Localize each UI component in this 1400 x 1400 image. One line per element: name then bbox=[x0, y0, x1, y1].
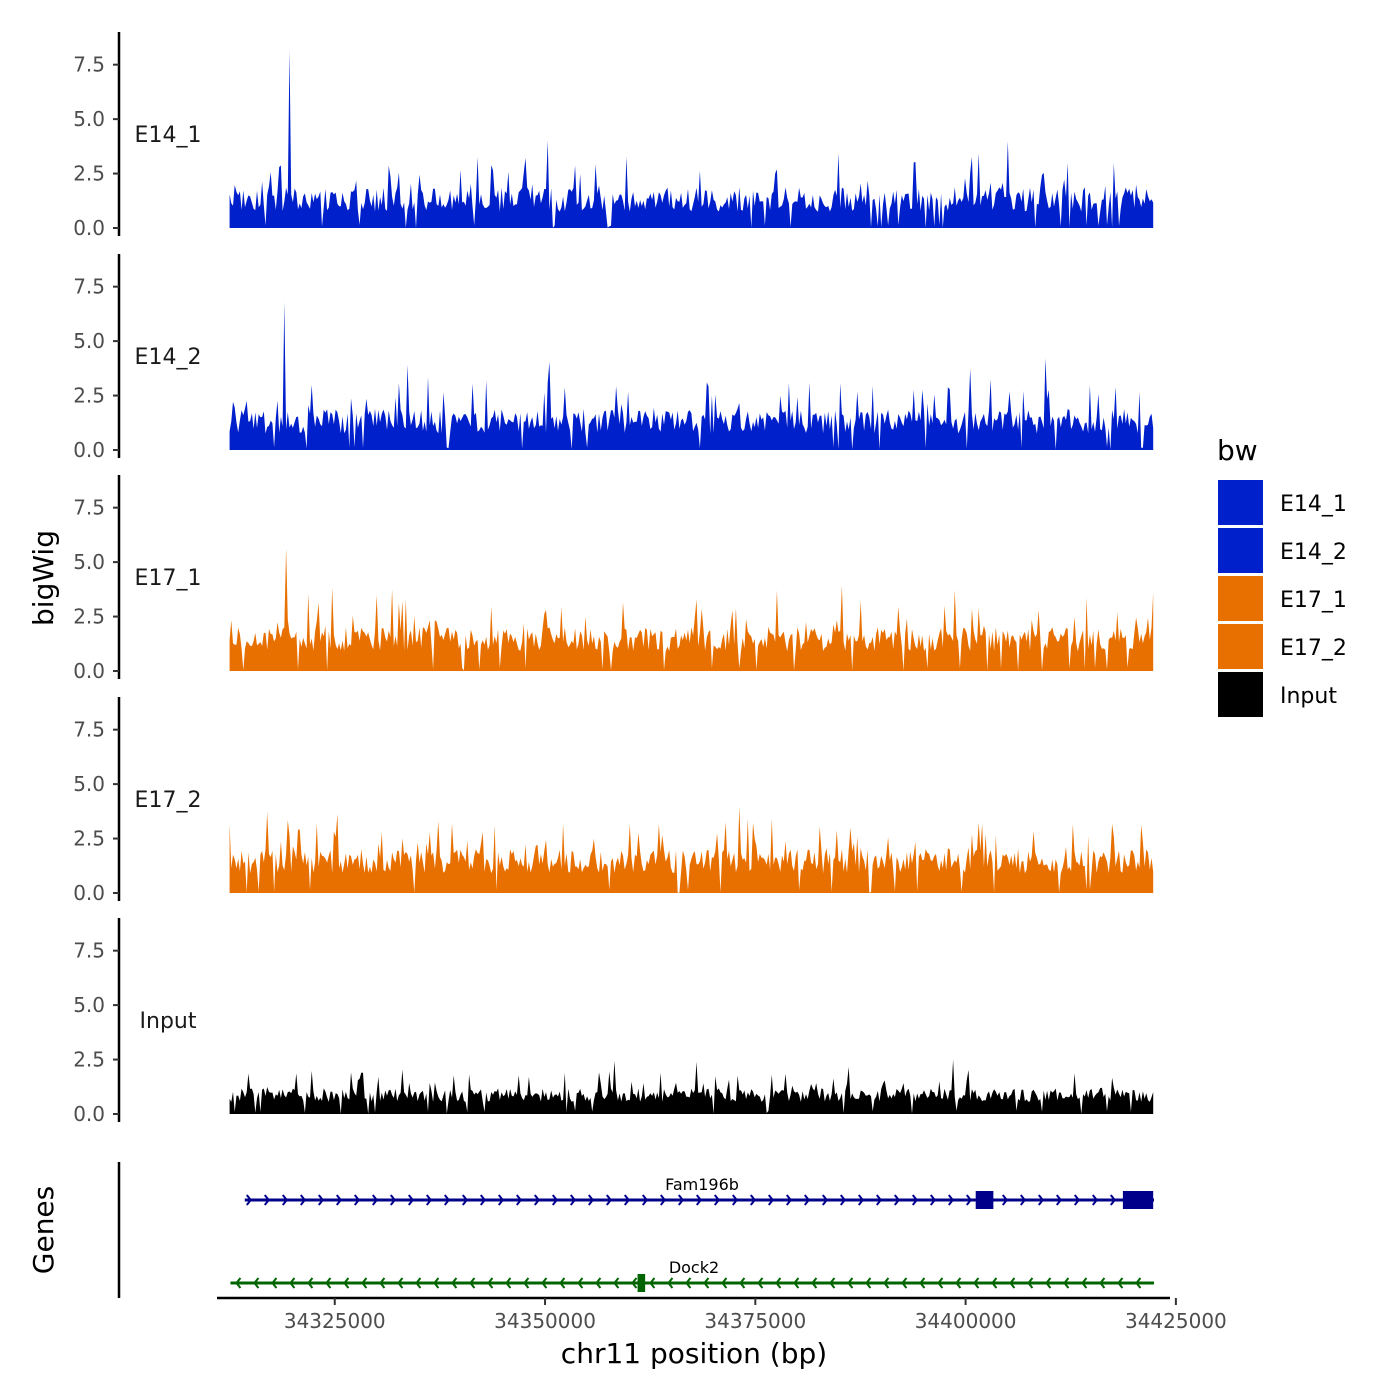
legend-label-e14-1: E14_1 bbox=[1280, 492, 1347, 517]
coverage-area-e14-2 bbox=[229, 302, 1154, 450]
legend-label-e17-2: E17_2 bbox=[1280, 636, 1347, 661]
y-tick-label: 0.0 bbox=[73, 659, 105, 683]
gene-label-dock2: Dock2 bbox=[669, 1258, 719, 1277]
track-input: 0.0 2.5 5.0 7.5 Input bbox=[73, 918, 1154, 1126]
x-tick-label: 34375000 bbox=[704, 1309, 806, 1333]
track-label-e17-2: E17_2 bbox=[135, 788, 202, 813]
y-tick-label: 2.5 bbox=[73, 162, 105, 186]
y-axis-title: bigWig bbox=[27, 530, 60, 626]
legend-label-input: Input bbox=[1280, 684, 1337, 709]
strand-chevrons bbox=[235, 1277, 1142, 1289]
exon-block bbox=[975, 1191, 994, 1209]
track-e14-1: 0.0 2.5 5.0 7.5 E14_1 bbox=[73, 32, 1154, 240]
x-axis: chr11 position (bp) 34325000 34350000 3437… bbox=[217, 1296, 1227, 1370]
y-tick-label: 5.0 bbox=[73, 107, 105, 131]
y-tick-label: 7.5 bbox=[73, 496, 105, 520]
gene-dock2: Dock2 bbox=[230, 1258, 1155, 1292]
y-tick-label: 0.0 bbox=[73, 438, 105, 462]
legend-title: bw bbox=[1217, 434, 1258, 467]
coverage-area-e17-2 bbox=[229, 806, 1154, 893]
track-label-e17-1: E17_1 bbox=[135, 566, 202, 591]
y-axis-title-text: bigWig bbox=[27, 530, 60, 626]
x-tick-label: 34425000 bbox=[1125, 1309, 1227, 1333]
legend-key-e14-2 bbox=[1218, 528, 1263, 573]
track-e17-1: 0.0 2.5 5.0 7.5 E17_1 bbox=[73, 475, 1154, 683]
y-tick-label: 7.5 bbox=[73, 275, 105, 299]
coverage-area-e17-1 bbox=[229, 548, 1154, 671]
gene-fam196b: Fam196b bbox=[244, 1175, 1155, 1209]
x-tick-label: 34325000 bbox=[284, 1309, 386, 1333]
coverage-area-input bbox=[229, 1059, 1154, 1114]
gene-track: Genes Fam196b Dock2 bbox=[27, 1162, 1155, 1298]
x-tick-label: 34400000 bbox=[915, 1309, 1017, 1333]
x-axis-title: chr11 position (bp) bbox=[561, 1337, 827, 1370]
y-tick-label: 0.0 bbox=[73, 881, 105, 905]
y-tick-label: 7.5 bbox=[73, 939, 105, 963]
y-tick-label: 0.0 bbox=[73, 216, 105, 240]
y-tick-label: 5.0 bbox=[73, 772, 105, 796]
track-e14-2: 0.0 2.5 5.0 7.5 E14_2 bbox=[73, 254, 1154, 462]
track-label-e14-1: E14_1 bbox=[135, 123, 202, 148]
track-e17-2: 0.0 2.5 5.0 7.5 E17_2 bbox=[73, 697, 1154, 905]
y-tick-label: 2.5 bbox=[73, 384, 105, 408]
y-tick-label: 5.0 bbox=[73, 329, 105, 353]
y-tick-label: 5.0 bbox=[73, 550, 105, 574]
y-tick-label: 2.5 bbox=[73, 1048, 105, 1072]
legend-key-e17-2 bbox=[1218, 624, 1263, 669]
track-label-input: Input bbox=[140, 1009, 197, 1034]
y-tick-label: 7.5 bbox=[73, 53, 105, 77]
y-tick-label: 7.5 bbox=[73, 718, 105, 742]
gene-label-fam196b: Fam196b bbox=[665, 1175, 739, 1194]
legend-label-e17-1: E17_1 bbox=[1280, 588, 1347, 613]
x-tick-label: 34350000 bbox=[494, 1309, 596, 1333]
exon-block bbox=[1122, 1191, 1154, 1209]
legend-key-input bbox=[1218, 672, 1263, 717]
legend: bw E14_1 E14_2 E17_1 E17_2 Input bbox=[1217, 434, 1347, 717]
strand-chevrons bbox=[245, 1194, 1135, 1206]
y-tick-label: 5.0 bbox=[73, 993, 105, 1017]
signal-tracks: 0.0 2.5 5.0 7.5 E14_1 0.0 2.5 5.0 7.5 E14_2 0.0 2.5… bbox=[73, 32, 1154, 1126]
y-tick-label: 2.5 bbox=[73, 605, 105, 629]
track-label-e14-2: E14_2 bbox=[135, 345, 202, 370]
coverage-area-e14-1 bbox=[229, 50, 1154, 228]
legend-label-e14-2: E14_2 bbox=[1280, 540, 1347, 565]
legend-key-e17-1 bbox=[1218, 576, 1263, 621]
y-tick-label: 2.5 bbox=[73, 827, 105, 851]
legend-key-e14-1 bbox=[1218, 480, 1263, 525]
exon-block bbox=[637, 1274, 646, 1292]
genes-axis-title: Genes bbox=[27, 1186, 60, 1274]
y-tick-label: 0.0 bbox=[73, 1102, 105, 1126]
